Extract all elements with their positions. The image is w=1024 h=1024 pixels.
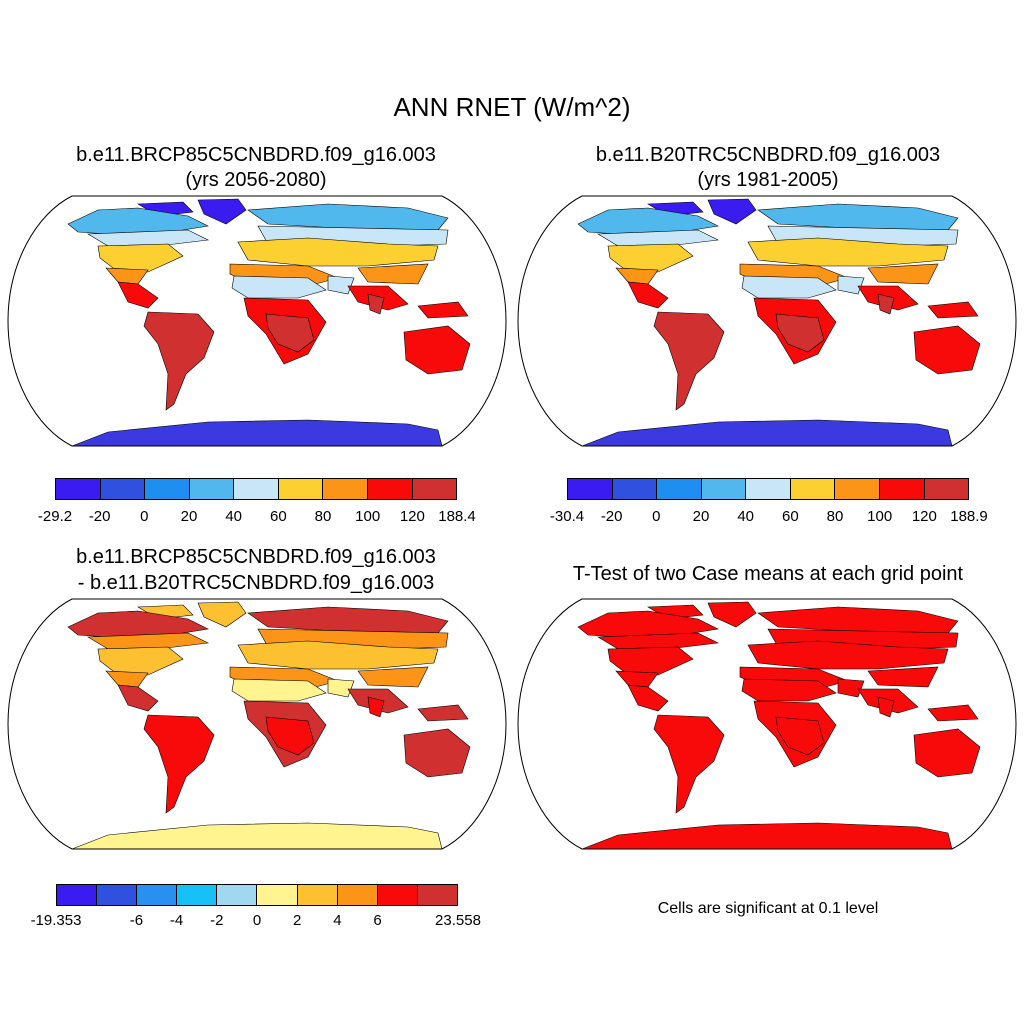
colorbar-tick-label: -29.2 [37, 508, 73, 525]
colorbar-swatch [323, 479, 368, 499]
colorbar-swatch [177, 885, 218, 905]
colorbar-tick-label: -2 [210, 912, 224, 929]
panel3-colorbar-labels: -19.353 -6 -4 -2 0 2 4 6 23.558 [31, 912, 481, 932]
colorbar-swatch [56, 479, 101, 499]
map-region-arctic [136, 198, 247, 225]
map-region-high [67, 606, 449, 638]
colorbar-swatch [657, 479, 702, 499]
panel4-map [517, 598, 1017, 850]
colorbar-swatch [367, 479, 413, 499]
colorbar-swatch [57, 885, 98, 905]
colorbar-tick-label: 120 [911, 508, 937, 525]
panel2-colorbar-labels: -30.4 -20 0 20 40 60 80 100 120 188.9 [550, 508, 988, 528]
map-region-high [67, 203, 449, 235]
panel2-title-line2: (yrs 1981-2005) [697, 169, 839, 191]
panel1-title-line1: b.e11.BRCP85C5CNBDRD.f09_g16.003 [76, 144, 436, 166]
panel3-colorbar [56, 884, 458, 906]
colorbar-tick-label: 20 [692, 508, 710, 525]
colorbar-swatch [189, 479, 235, 499]
colorbar-swatch [234, 479, 279, 499]
map-region-tropic [143, 293, 385, 411]
colorbar-tick-label: -20 [600, 508, 623, 525]
colorbar-swatch [97, 885, 138, 905]
panel3-title-line2: - b.e11.B20TRC5CNBDRD.f09_g16.003 [77, 572, 435, 594]
colorbar-swatch [137, 885, 178, 905]
colorbar-swatch [145, 479, 190, 499]
map-region-desert [741, 678, 865, 702]
colorbar-tick-label: 6 [373, 912, 382, 929]
colorbar-swatch [701, 479, 747, 499]
colorbar-tick-label: 23.558 [435, 912, 481, 929]
panel4-significance-note: Cells are significant at 0.1 level [657, 900, 879, 917]
colorbar-tick-label: 40 [737, 508, 754, 525]
panel3-map [7, 598, 507, 850]
colorbar-swatch [746, 479, 791, 499]
colorbar-tick-label: 40 [225, 508, 242, 525]
colorbar-swatch [297, 885, 338, 905]
colorbar-tick-label: -30.4 [549, 508, 585, 525]
colorbar-tick-label: 0 [252, 912, 262, 929]
panel1-colorbar-labels: -29.2 -20 0 20 40 60 80 100 120 188.4 [38, 508, 476, 528]
colorbar-swatch [612, 479, 658, 499]
colorbar-swatch [879, 479, 925, 499]
colorbar-tick-label: 80 [314, 508, 332, 525]
colorbar-swatch [278, 479, 324, 499]
colorbar-tick-label: 100 [355, 508, 381, 525]
map-region-desert [741, 275, 865, 299]
map-region-mid [607, 237, 949, 273]
colorbar-tick-label: 80 [826, 508, 844, 525]
colorbar-tick-label: 60 [781, 508, 799, 525]
map-region-high [577, 606, 959, 638]
colorbar-tick-label: 4 [333, 912, 342, 929]
map-region-tropic [653, 696, 895, 814]
panel3-title-line1: b.e11.BRCP85C5CNBDRD.f09_g16.003 [76, 546, 436, 568]
colorbar-swatch [217, 885, 258, 905]
figure-title: ANN RNET (W/m^2) [393, 92, 631, 122]
colorbar-tick-label: 0 [652, 508, 661, 525]
colorbar-tick-label: -19.353 [30, 912, 82, 929]
colorbar-tick-label: 188.9 [950, 508, 988, 525]
map-region-desert [231, 678, 355, 702]
map-region-tropic [653, 293, 895, 411]
map-region-mid [607, 640, 949, 676]
panel1-colorbar [55, 478, 457, 500]
colorbar-swatch [337, 885, 378, 905]
panel2-colorbar [567, 478, 969, 500]
colorbar-tick-label: 120 [399, 508, 425, 525]
panel2-map [517, 195, 1017, 447]
colorbar-tick-label: 60 [269, 508, 287, 525]
colorbar-tick-label: 2 [293, 912, 302, 929]
map-region-mid [97, 237, 439, 273]
colorbar-tick-label: -6 [129, 912, 144, 929]
colorbar-tick-label: 100 [867, 508, 893, 525]
colorbar-tick-label: 188.4 [438, 508, 476, 525]
panel2-title-line1: b.e11.B20TRC5CNBDRD.f09_g16.003 [595, 144, 941, 166]
colorbar-swatch [257, 885, 298, 905]
map-boundary [517, 598, 1017, 850]
colorbar-swatch [790, 479, 836, 499]
colorbar-tick-label: -4 [169, 912, 184, 929]
map-region-mid [97, 640, 439, 676]
map-region-tropic [143, 696, 385, 814]
map-region-high [577, 203, 959, 235]
colorbar-swatch [568, 479, 613, 499]
map-boundary [7, 195, 507, 447]
colorbar-swatch [835, 479, 880, 499]
colorbar-swatch [100, 479, 146, 499]
colorbar-swatch [412, 479, 457, 499]
panel1-title-line2: (yrs 2056-2080) [185, 169, 327, 191]
colorbar-swatch [924, 479, 969, 499]
colorbar-tick-label: 20 [180, 508, 198, 525]
map-region-desert [231, 275, 355, 299]
panel4-title: T-Test of two Case means at each grid po… [572, 563, 964, 585]
colorbar-tick-label: -20 [88, 508, 111, 525]
colorbar-swatch [377, 885, 418, 905]
colorbar-swatch [417, 885, 457, 905]
colorbar-tick-label: 0 [140, 508, 149, 525]
panel1-map [7, 195, 507, 447]
map-boundary [517, 195, 1017, 447]
map-boundary [7, 598, 507, 850]
